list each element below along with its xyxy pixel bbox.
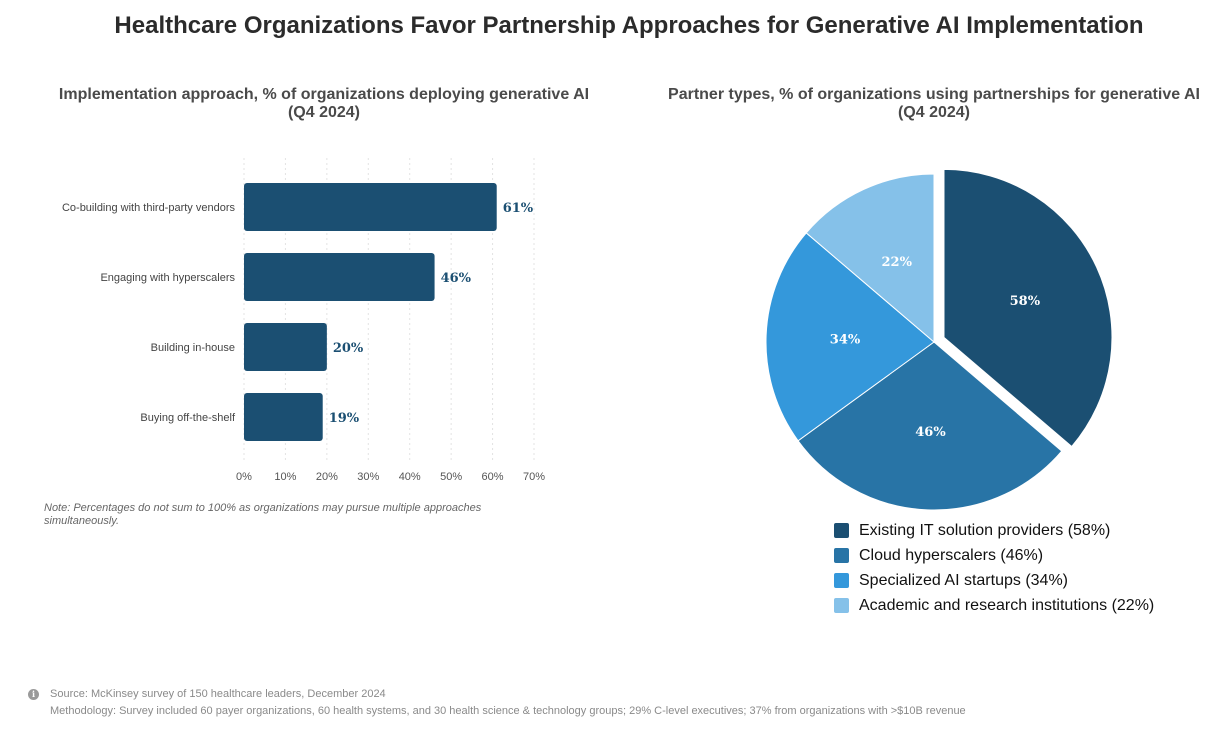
legend-label: Academic and research institutions (22%) — [859, 596, 1155, 614]
bar — [244, 183, 497, 231]
legend-label: Existing IT solution providers (58%) — [859, 521, 1111, 539]
footer-source: Source: McKinsey survey of 150 healthcar… — [50, 688, 386, 700]
x-tick-label: 60% — [482, 471, 504, 483]
legend-item: Academic and research institutions (22%) — [834, 593, 1154, 618]
chart-note: Note: Percentages do not sum to 100% as … — [44, 502, 482, 527]
legend-item: Specialized AI startups (34%) — [834, 568, 1154, 593]
x-tick-label: 50% — [440, 471, 462, 483]
legend-swatch — [834, 598, 849, 613]
bar — [244, 323, 327, 371]
footer-methodology: Methodology: Survey included 60 payer or… — [50, 705, 966, 717]
legend-swatch — [834, 523, 849, 538]
bar-category-label: Buying off-the-shelf — [140, 412, 236, 424]
pie-slice-label: 22% — [881, 255, 912, 270]
pie-legend: Existing IT solution providers (58%) Clou… — [834, 518, 1154, 618]
pie-slice-label: 34% — [830, 333, 861, 348]
footer: i Source: McKinsey survey of 150 healthc… — [28, 686, 966, 720]
x-tick-label: 0% — [236, 471, 252, 483]
bar-chart: 0% 10% 20% 30% 40% 50% 60% 70% Co-building with … — [62, 158, 545, 483]
info-icon: i — [28, 689, 39, 700]
legend-swatch — [834, 573, 849, 588]
pie-slice-label: 46% — [915, 425, 946, 440]
bar-category-label: Engaging with hyperscalers — [100, 272, 235, 284]
bar-value-label: 61% — [503, 201, 534, 216]
bar-value-label: 46% — [441, 271, 472, 286]
bar — [244, 253, 435, 301]
bar-chart-title: Implementation approach, % of organizati… — [44, 86, 604, 122]
bar-category-label: Building in-house — [151, 342, 235, 354]
pie-chart-subtitle: (Q4 2024) — [897, 104, 971, 121]
x-tick-label: 10% — [274, 471, 296, 483]
bar-category-label: Co-building with third-party vendors — [62, 202, 236, 214]
pie-slice — [805, 173, 935, 344]
pie-chart: 58% 46% 34% 22% — [765, 168, 1113, 511]
x-tick-label: 20% — [316, 471, 338, 483]
pie-chart-title-text: Partner types, % of organizations using … — [668, 86, 1200, 103]
x-tick-label: 70% — [523, 471, 545, 483]
bar-chart-subtitle: (Q4 2024) — [287, 104, 361, 121]
legend-label: Cloud hyperscalers (46%) — [859, 546, 1044, 564]
pie-slice — [797, 341, 1063, 511]
x-tick-label: 30% — [357, 471, 379, 483]
pie-slice — [765, 232, 935, 442]
bar — [244, 393, 323, 441]
bar-value-label: 20% — [333, 341, 364, 356]
pie-chart-title: Partner types, % of organizations using … — [654, 86, 1214, 122]
bar-value-label: 19% — [329, 411, 360, 426]
legend-swatch — [834, 548, 849, 563]
x-tick-label: 40% — [399, 471, 421, 483]
legend-item: Cloud hyperscalers (46%) — [834, 543, 1154, 568]
pie-slice-label: 58% — [1010, 294, 1041, 309]
legend-label: Specialized AI startups (34%) — [859, 571, 1068, 589]
main-title: Healthcare Organizations Favor Partnersh… — [114, 12, 1144, 39]
legend-item: Existing IT solution providers (58%) — [834, 518, 1154, 543]
bar-chart-title-text: Implementation approach, % of organizati… — [58, 86, 590, 103]
pie-slice — [943, 168, 1113, 448]
